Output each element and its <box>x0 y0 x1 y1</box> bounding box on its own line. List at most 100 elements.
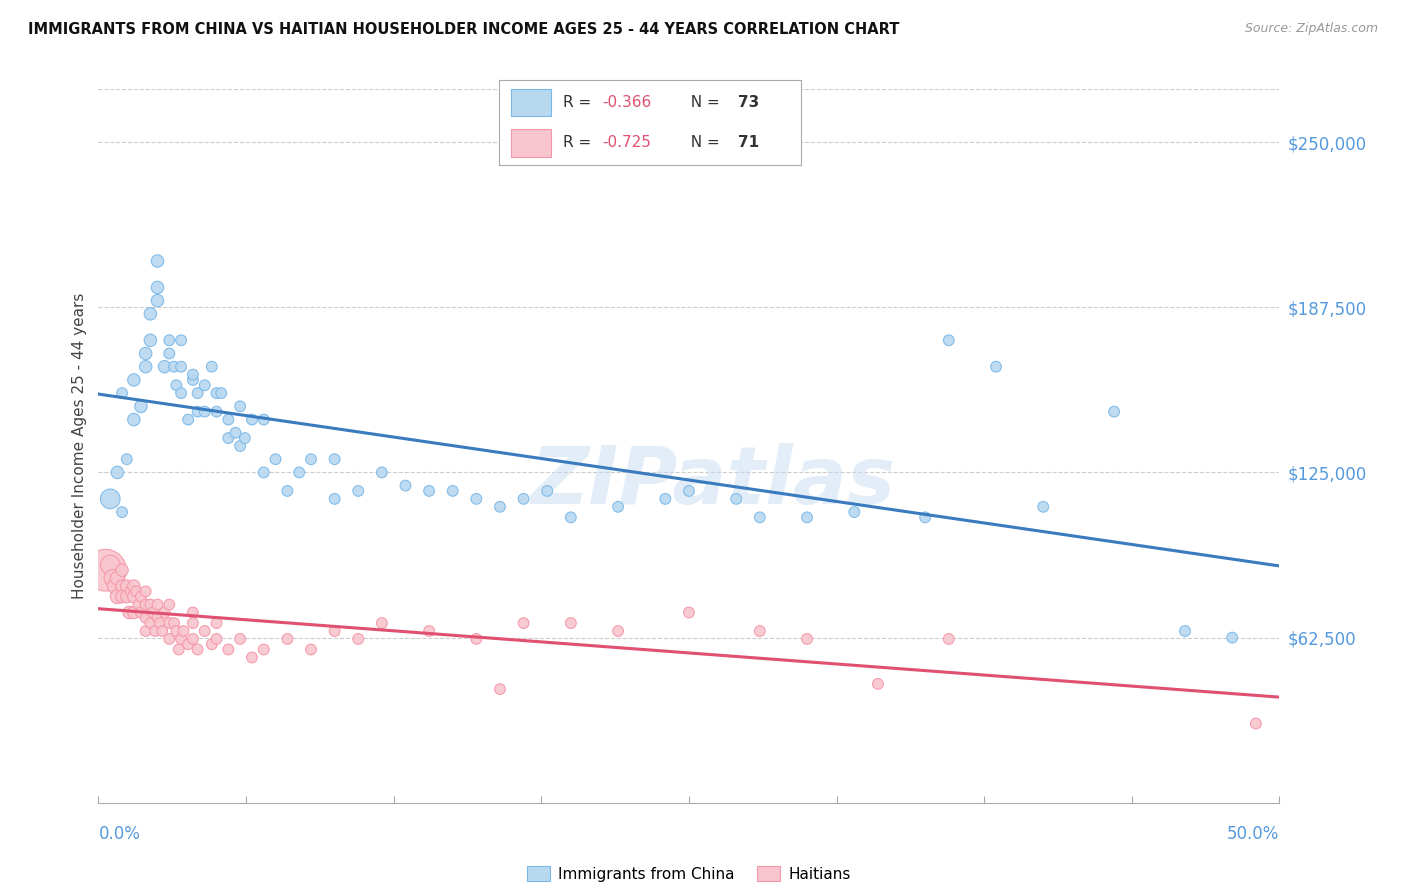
Point <box>122 412 145 426</box>
Point <box>125 584 148 599</box>
Point <box>150 624 173 638</box>
Point <box>938 632 960 646</box>
Point <box>323 624 346 638</box>
Point <box>418 624 440 638</box>
Point <box>135 584 157 599</box>
Point <box>1220 631 1243 645</box>
Point <box>233 431 256 445</box>
Point <box>607 500 630 514</box>
Point <box>111 505 134 519</box>
Point <box>146 611 169 625</box>
Point <box>181 368 204 382</box>
Point <box>229 400 252 414</box>
Point <box>157 346 180 360</box>
Point <box>157 598 180 612</box>
Point <box>111 563 134 577</box>
Point <box>914 510 936 524</box>
Point <box>209 386 232 401</box>
Point <box>165 378 187 392</box>
Point <box>240 650 263 665</box>
Text: 50.0%: 50.0% <box>1227 825 1279 843</box>
Point <box>276 632 298 646</box>
Point <box>170 386 193 401</box>
Point <box>167 642 190 657</box>
Point <box>1032 500 1054 514</box>
Point <box>101 571 124 585</box>
Point <box>489 682 512 697</box>
Point <box>181 632 204 646</box>
Point <box>146 293 169 308</box>
Point <box>371 466 394 480</box>
Text: N =: N = <box>681 136 724 151</box>
Point <box>1174 624 1197 638</box>
Point <box>98 558 121 572</box>
Point <box>264 452 287 467</box>
Point <box>153 606 176 620</box>
Point <box>347 483 370 498</box>
Text: N =: N = <box>681 95 724 110</box>
Point <box>217 642 239 657</box>
Point <box>607 624 630 638</box>
Point <box>139 307 162 321</box>
Point <box>111 386 134 401</box>
Point <box>654 491 676 506</box>
Point <box>139 333 162 347</box>
Text: R =: R = <box>562 95 596 110</box>
Point <box>299 452 322 467</box>
Point <box>118 606 141 620</box>
Point <box>181 616 204 631</box>
Point <box>347 632 370 646</box>
Point <box>157 616 180 631</box>
Point <box>323 491 346 506</box>
Point <box>105 571 128 585</box>
Point <box>441 483 464 498</box>
Point <box>170 333 193 347</box>
Point <box>187 386 209 401</box>
Point <box>984 359 1007 374</box>
Point <box>194 378 217 392</box>
Point <box>135 611 157 625</box>
Point <box>217 431 239 445</box>
Point <box>157 333 180 347</box>
Point <box>122 373 145 387</box>
Point <box>394 478 416 492</box>
Text: R =: R = <box>562 136 596 151</box>
Point <box>157 632 180 646</box>
Point <box>560 616 582 631</box>
Point <box>122 590 145 604</box>
Point <box>938 333 960 347</box>
Text: 73: 73 <box>738 95 759 110</box>
Point <box>866 677 889 691</box>
Point <box>1102 404 1125 418</box>
Point <box>163 616 186 631</box>
Point <box>135 624 157 638</box>
Point <box>129 606 152 620</box>
Point <box>94 563 117 577</box>
Point <box>678 483 700 498</box>
Point <box>163 359 186 374</box>
Point <box>142 606 165 620</box>
Text: IMMIGRANTS FROM CHINA VS HAITIAN HOUSEHOLDER INCOME AGES 25 - 44 YEARS CORRELATI: IMMIGRANTS FROM CHINA VS HAITIAN HOUSEHO… <box>28 22 900 37</box>
Point <box>170 359 193 374</box>
Point <box>115 590 138 604</box>
Y-axis label: Householder Income Ages 25 - 44 years: Householder Income Ages 25 - 44 years <box>72 293 87 599</box>
Point <box>187 642 209 657</box>
Text: 0.0%: 0.0% <box>98 825 141 843</box>
Point <box>135 598 157 612</box>
Legend: Immigrants from China, Haitians: Immigrants from China, Haitians <box>522 860 856 888</box>
Point <box>678 606 700 620</box>
Point <box>177 412 200 426</box>
Point <box>489 500 512 514</box>
Point <box>194 624 217 638</box>
Point <box>181 606 204 620</box>
Text: 71: 71 <box>738 136 759 151</box>
Point <box>253 412 276 426</box>
Point <box>128 598 150 612</box>
Point <box>129 590 152 604</box>
Point <box>205 616 228 631</box>
Point <box>111 590 134 604</box>
Text: -0.366: -0.366 <box>602 95 651 110</box>
Point <box>129 400 152 414</box>
Point <box>135 359 157 374</box>
Bar <box>512 129 551 157</box>
